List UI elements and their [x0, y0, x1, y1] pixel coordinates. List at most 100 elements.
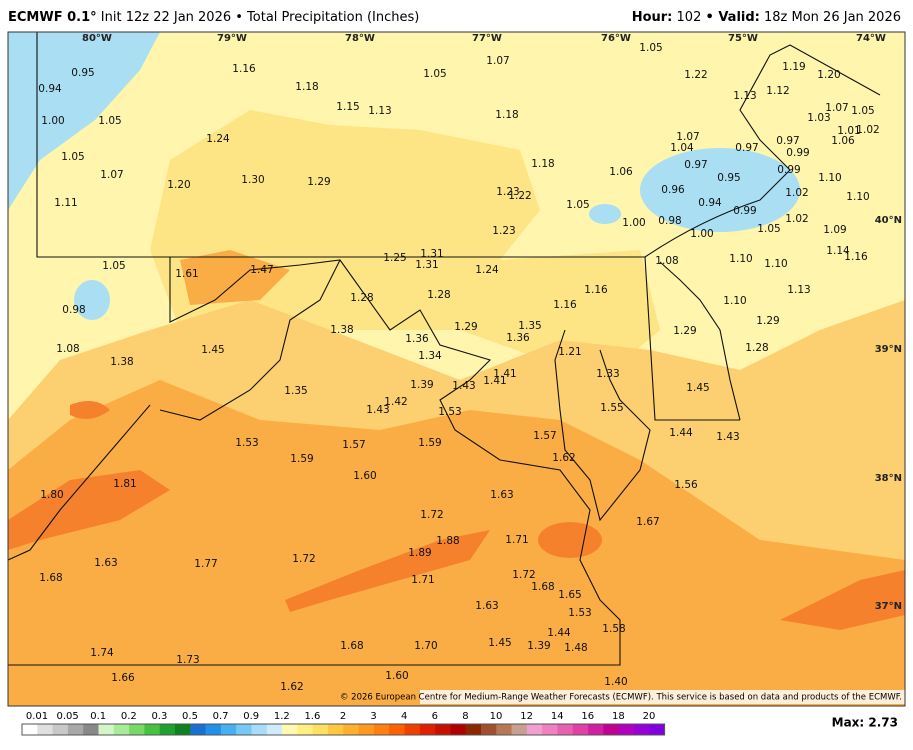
scale-swatch — [190, 724, 206, 735]
point-value: 1.16 — [844, 251, 868, 263]
point-value: 1.04 — [670, 142, 694, 154]
scale-swatch — [603, 724, 619, 735]
valid: 18z Mon 26 Jan 2026 — [764, 10, 901, 25]
point-value: 1.05 — [757, 223, 780, 235]
point-value: 1.70 — [414, 640, 437, 652]
point-value: 1.73 — [176, 654, 199, 666]
shading — [8, 32, 905, 706]
scale-swatch — [618, 724, 635, 735]
point-value: 1.38 — [110, 356, 133, 368]
point-value: 1.05 — [423, 68, 446, 80]
point-value: 1.18 — [531, 158, 554, 170]
point-value: 1.71 — [505, 534, 528, 546]
lon-label: 80°W — [82, 33, 112, 44]
scale-swatch — [450, 724, 466, 735]
point-value: 0.99 — [733, 205, 756, 217]
point-value: 1.08 — [655, 255, 678, 267]
point-value: 1.16 — [232, 63, 256, 75]
max: Max: 2.73 — [832, 716, 898, 730]
scale-label: 6 — [432, 711, 438, 722]
point-value: 1.28 — [427, 289, 450, 301]
point-value: 1.25 — [383, 252, 406, 264]
point-value: 1.06 — [831, 135, 855, 147]
point-value: 1.45 — [686, 382, 709, 394]
point-value: 1.53 — [235, 437, 258, 449]
scale-label: 1.6 — [304, 711, 320, 722]
point-value: 1.06 — [609, 166, 633, 178]
point-value: 1.03 — [807, 112, 830, 124]
scale-swatch — [251, 724, 268, 735]
scale-swatch — [312, 724, 329, 735]
point-value: 1.16 — [553, 299, 577, 311]
scale-label: 0.7 — [213, 711, 229, 722]
point-value: 1.24 — [206, 133, 230, 145]
scale-swatch — [404, 724, 421, 735]
point-value: 1.05 — [102, 260, 125, 272]
point-value: 1.11 — [54, 197, 77, 209]
point-value: 1.13 — [733, 90, 756, 102]
scale-label: 8 — [462, 711, 468, 722]
scale-swatch — [236, 724, 252, 735]
point-value: 0.97 — [735, 142, 758, 154]
lon-label: 79°W — [217, 33, 247, 44]
point-value: 1.36 — [405, 333, 429, 345]
point-value: 0.99 — [777, 164, 800, 176]
scale-swatch — [557, 724, 574, 735]
lat-label: 40°N — [875, 215, 902, 226]
scale-swatch — [526, 724, 543, 735]
point-value: 1.89 — [408, 547, 431, 559]
point-value: 1.63 — [94, 557, 117, 569]
point-value: 1.23 — [492, 225, 515, 237]
point-value: 1.71 — [411, 574, 434, 586]
point-value: 1.68 — [39, 572, 62, 584]
scale-label: 0.01 — [26, 711, 48, 722]
point-value: 1.53 — [438, 406, 461, 418]
point-value: 1.62 — [280, 681, 303, 693]
color-scale: 0.01 0.05 0.1 0.2 0.3 0.5 0.7 0.9 1.2 1.6 2 3 4 6 8 10 1… — [21, 711, 666, 736]
header-right: Hour: 102 • Valid: 18z Mon 26 Jan 2026 — [632, 10, 901, 25]
point-value: 1.00 — [690, 228, 713, 240]
point-value: 1.88 — [436, 535, 459, 547]
point-value: 1.33 — [596, 368, 619, 380]
scale-label: 14 — [551, 711, 564, 722]
point-value: 1.05 — [61, 151, 84, 163]
point-value: 1.47 — [250, 264, 273, 276]
scale-label: 16 — [581, 711, 594, 722]
map-labels: 80°W 79°W 78°W 77°W 76°W 75°W 74°W 40°N 39°N 38°N… — [38, 33, 902, 693]
scale-swatch — [328, 724, 344, 735]
point-value: 1.13 — [787, 284, 810, 296]
map-frame — [7, 31, 906, 707]
point-value: 1.61 — [175, 268, 198, 280]
point-value: 1.31 — [420, 248, 443, 260]
point-value: 1.60 — [353, 470, 376, 482]
scale-swatch — [373, 724, 390, 735]
header-left: ECMWF 0.1° Init 12z 22 Jan 2026 • Total … — [8, 10, 419, 25]
point-value: 1.63 — [490, 489, 513, 501]
point-value: 1.29 — [756, 315, 779, 327]
point-value: 0.98 — [62, 304, 85, 316]
lon-label: 74°W — [856, 33, 886, 44]
point-value: 1.68 — [531, 581, 554, 593]
point-value: 1.72 — [512, 569, 535, 581]
point-value: 1.01 — [837, 125, 860, 137]
credit-bg — [420, 690, 905, 704]
point-value: 1.09 — [823, 224, 846, 236]
lat-label: 39°N — [875, 344, 902, 355]
point-value: 1.53 — [568, 607, 591, 619]
hour: 102 — [676, 10, 702, 25]
scale-swatch — [572, 724, 589, 735]
point-value: 0.94 — [38, 83, 62, 95]
scale-frame — [21, 723, 666, 736]
scale-swatch — [343, 724, 359, 735]
point-value: 1.74 — [90, 647, 114, 659]
point-value: 1.23 — [496, 186, 519, 198]
point-value: 1.02 — [785, 187, 808, 199]
point-value: 1.48 — [564, 642, 587, 654]
scale-swatch — [297, 724, 313, 735]
point-value: 0.97 — [776, 135, 799, 147]
point-value: 1.00 — [622, 217, 645, 229]
scale-swatch — [496, 724, 512, 735]
point-value: 1.45 — [488, 637, 511, 649]
lon-label: 76°W — [601, 33, 631, 44]
point-value: 0.98 — [658, 215, 681, 227]
